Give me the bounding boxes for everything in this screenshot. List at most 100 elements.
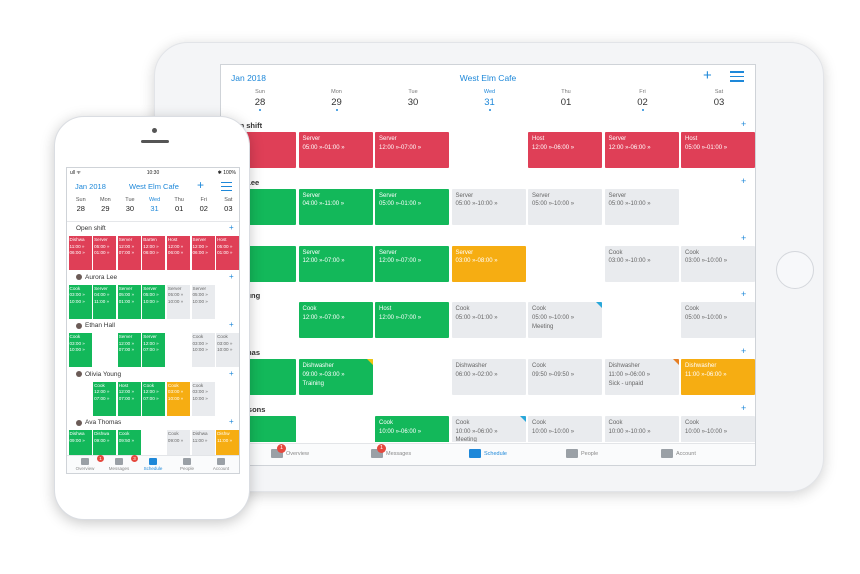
shift-card[interactable]: Cook 03:00 » 10:00 » (166, 381, 190, 416)
shift-card[interactable]: Server 05:00 » 01:00 » (93, 236, 117, 270)
shift-card[interactable]: Server 05:00 »-10:00 » (528, 188, 602, 225)
day-column-tue[interactable]: Tue 30 (118, 197, 143, 213)
shift-card[interactable]: Cook 05:00 »-10:00 » Meeting (528, 302, 602, 339)
add-shift-icon[interactable]: + (229, 417, 234, 426)
day-column-sat[interactable]: Sat 03 (681, 89, 755, 108)
day-column-sun[interactable]: Sun 28 (222, 89, 298, 111)
tab-account[interactable]: Account (206, 458, 236, 471)
tab-overview[interactable]: 1 Overview (271, 444, 309, 458)
shift-card[interactable]: Server 05:00 »-01:00 » (298, 132, 373, 168)
day-column-mon[interactable]: Mon 29 (299, 89, 375, 111)
day-column-mon[interactable]: Mon 29 (93, 197, 118, 213)
shift-card[interactable]: Server 05:00 » 10:00 » (142, 284, 166, 319)
shift-card[interactable]: Host 12:00 » 06:00 » (166, 236, 190, 270)
shift-card[interactable]: Host 05:00 » 01:00 » (216, 236, 239, 270)
shift-card[interactable]: Server 12:00 »-07:00 » (298, 245, 373, 282)
shift-card[interactable]: Host 12:00 »-07:00 » (375, 302, 449, 339)
venue-title[interactable]: West Elm Cafe (459, 73, 517, 83)
add-shift-icon[interactable]: + (229, 271, 234, 281)
shift-card[interactable]: Cook 09:50 » (117, 430, 141, 455)
tab-messages[interactable]: 1 Messages (371, 444, 411, 458)
shift-card[interactable]: Cook 10:00 »-06:00 » (375, 416, 449, 442)
shift-card[interactable]: Server 05:00 » 10:00 » (166, 284, 190, 319)
shift-card[interactable]: Dishw 11:00 » (216, 430, 239, 455)
add-shift-icon[interactable]: + (741, 346, 747, 357)
shift-card[interactable]: Server 12:00 » 06:00 » (191, 236, 215, 270)
shift-card[interactable]: Host 05:00 »-01:00 » (681, 132, 755, 168)
day-column-tue[interactable]: Tue 30 (375, 89, 451, 108)
shift-card[interactable]: Dishwa 09:00 » (68, 430, 92, 455)
day-column-fri[interactable]: Fri 02 (192, 197, 217, 213)
shift-card[interactable]: Cook 03:00 » 10:00 » (68, 333, 92, 367)
add-shift-icon[interactable]: + (741, 289, 747, 300)
add-shift-icon[interactable]: + (229, 368, 234, 378)
day-column-sat[interactable]: Sat 03 (216, 197, 239, 213)
shift-card[interactable]: Dishwa 09:00 » (93, 430, 117, 455)
add-shift-icon[interactable]: + (741, 175, 747, 186)
venue-title[interactable]: West Elm Cafe (129, 182, 179, 191)
shift-card[interactable]: Cook 12:00 » 07:00 » (142, 381, 166, 416)
shift-card[interactable]: Cook 03:00 » 10:00 » (191, 333, 215, 367)
month-selector[interactable]: Jan 2018 (231, 73, 266, 83)
shift-card[interactable]: Cook 03:00 » 10:00 » (68, 284, 92, 319)
tab-schedule[interactable]: Schedule (469, 449, 507, 458)
shift-card[interactable]: Server 05:00 » 01:00 » (117, 284, 141, 319)
plus-icon[interactable]: + (197, 178, 205, 192)
add-shift-icon[interactable]: + (741, 119, 747, 129)
shift-card[interactable]: Server 05:00 »-01:00 » (375, 188, 449, 225)
day-column-sun[interactable]: Sun 28 (69, 197, 94, 213)
shift-card[interactable]: Dishwasher 11:00 »-06:00 » Sick - unpaid (604, 359, 679, 396)
shift-card[interactable]: Barten 12:00 » 06:00 » (142, 236, 166, 270)
shift-card[interactable]: Cook 03:00 » 10:00 » (216, 333, 239, 367)
day-column-thu[interactable]: Thu 01 (528, 89, 604, 108)
add-shift-icon[interactable]: + (229, 320, 234, 329)
day-column-thu[interactable]: Thu 01 (167, 197, 192, 213)
shift-card[interactable]: Cook 10:00 »-10:00 » (528, 416, 602, 442)
shift-card[interactable]: Server 05:00 »-10:00 » (604, 188, 679, 225)
add-shift-icon[interactable]: + (741, 232, 747, 243)
tab-account[interactable]: Account (661, 449, 696, 458)
shift-card[interactable]: Server 05:00 » 10:00 » (191, 284, 215, 319)
shift-card[interactable]: Server 12:00 » 07:00 » (117, 236, 141, 270)
add-shift-icon[interactable]: + (229, 223, 234, 232)
shift-card[interactable]: Cook 05:00 »-01:00 » (451, 302, 526, 339)
shift-card[interactable]: Cook 10:00 »-10:00 » (604, 416, 679, 442)
shift-card[interactable]: Cook 10:00 »-10:00 » (681, 416, 755, 442)
plus-icon[interactable]: + (703, 67, 712, 84)
day-column-wed[interactable]: Wed 31 (452, 89, 528, 111)
shift-card[interactable]: Dishwasher 06:00 »-02:00 » (451, 359, 526, 396)
shift-card[interactable]: Server 12:00 »-07:00 » (375, 132, 449, 168)
tab-schedule[interactable]: Schedule (138, 458, 168, 471)
month-selector[interactable]: Jan 2018 (75, 182, 106, 191)
tablet-home-button[interactable] (776, 251, 814, 289)
shift-card[interactable]: Cook 03:00 »-10:00 » (604, 245, 679, 282)
shift-card[interactable]: Server 04:00 » 11:00 » (93, 284, 117, 319)
filter-icon[interactable] (730, 71, 744, 83)
shift-card[interactable]: Dishwa 11:00 » (191, 430, 215, 455)
shift-card[interactable]: Server 12:00 »-06:00 » (604, 132, 679, 168)
shift-card[interactable]: Cook 12:00 » 07:00 » (93, 381, 117, 416)
shift-card[interactable]: Dishwasher 09:00 »-03:00 » Training (298, 359, 373, 396)
shift-card[interactable]: Dishwa 11:00 » 06:00 » (68, 236, 92, 270)
tab-people[interactable]: People (566, 449, 598, 458)
shift-card[interactable]: Server 12:00 »-07:00 » (375, 245, 449, 282)
shift-card[interactable]: Server 03:00 »-08:00 » (451, 245, 526, 282)
add-shift-icon[interactable]: + (741, 403, 747, 413)
shift-card[interactable]: Server 05:00 »-10:00 » (451, 188, 526, 225)
tab-people[interactable]: People (172, 458, 202, 471)
shift-card[interactable]: Cook 09:50 »-09:50 » (528, 359, 602, 396)
shift-card[interactable]: Server 12:00 » 07:00 » (142, 333, 166, 367)
shift-card[interactable]: Cook 10:00 »-06:00 » Meeting (451, 416, 526, 442)
shift-card[interactable]: Dishwasher 11:00 »-06:00 » (681, 359, 755, 396)
day-column-fri[interactable]: Fri 02 (605, 89, 681, 111)
shift-card[interactable]: Host 12:00 » 07:00 » (117, 381, 141, 416)
shift-card[interactable]: Cook 09:00 » (166, 430, 190, 455)
day-column-wed[interactable]: Wed 31 (142, 197, 167, 213)
shift-card[interactable]: Cook 03:00 » 10:00 » (191, 381, 215, 416)
tab-overview[interactable]: 1 Overview (70, 455, 104, 471)
shift-card[interactable]: Server 04:00 »-11:00 » (298, 188, 373, 225)
shift-card[interactable]: Cook 12:00 »-07:00 » (298, 302, 373, 339)
tab-messages[interactable]: 3 Messages (104, 455, 138, 471)
shift-card[interactable]: Cook 05:00 »-10:00 » (681, 302, 755, 339)
shift-card[interactable]: Server 12:00 » 07:00 » (117, 333, 141, 367)
